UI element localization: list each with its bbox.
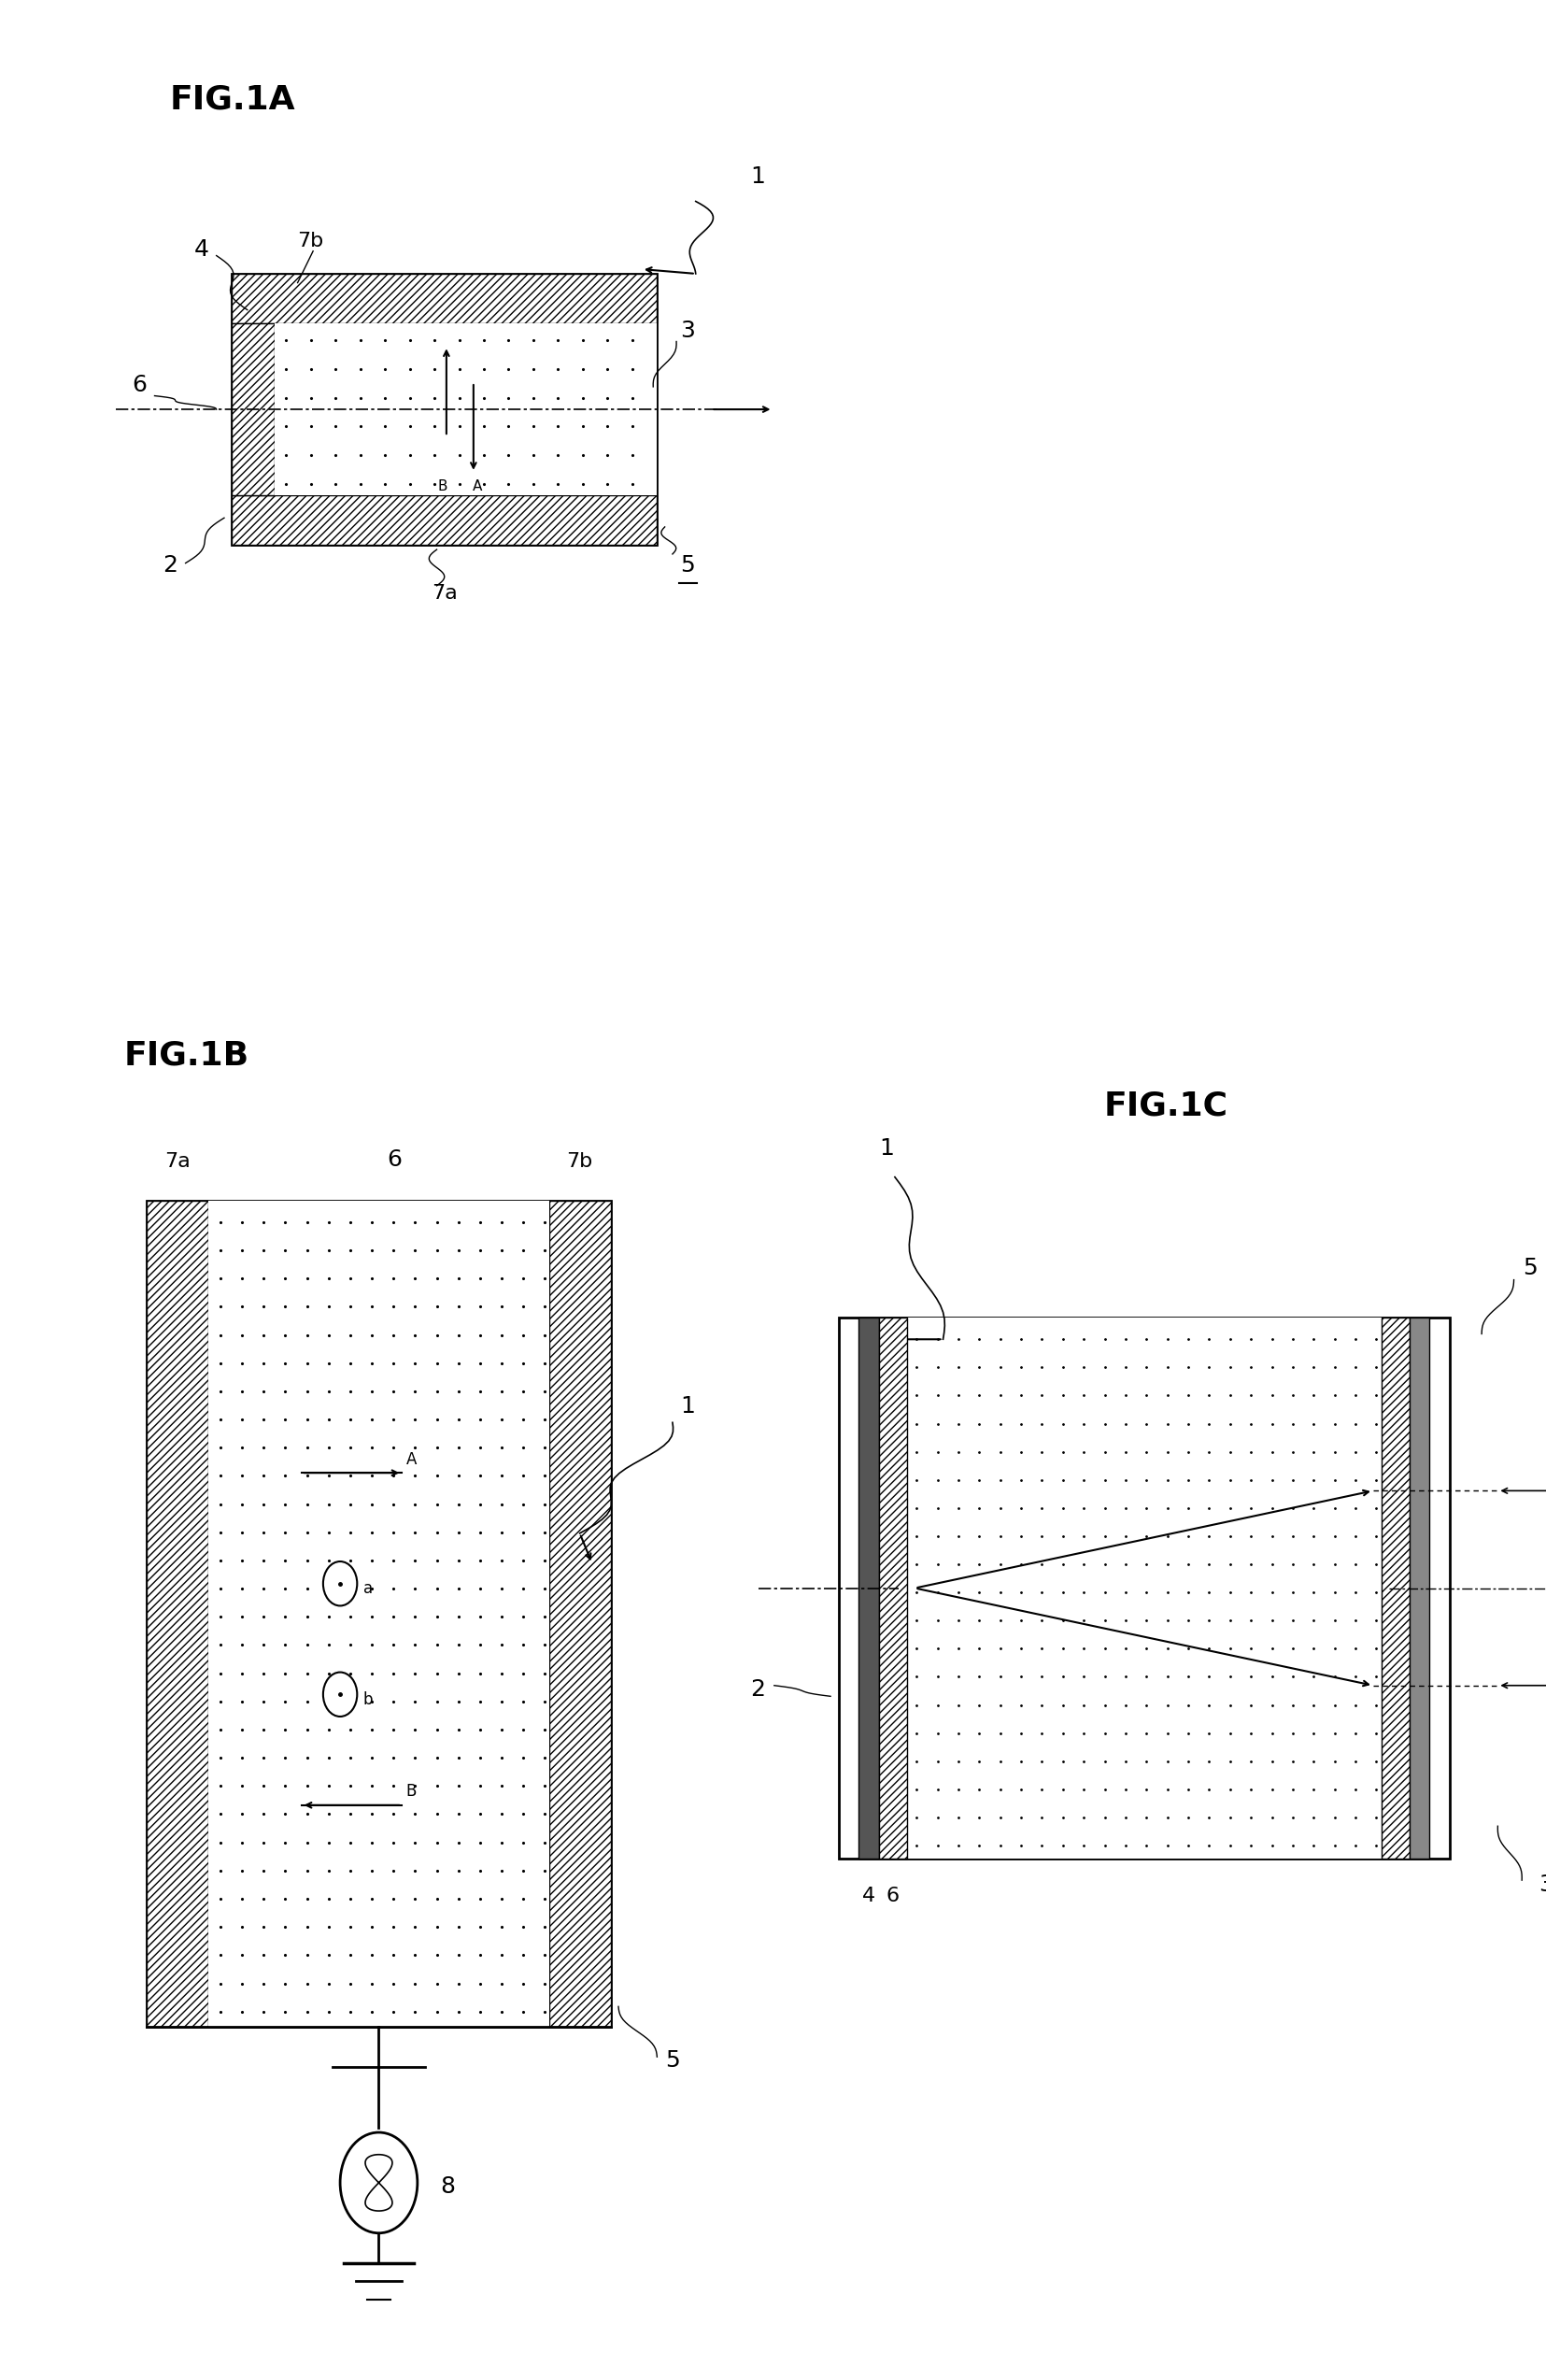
Text: 2: 2 [162,555,178,576]
Text: 5: 5 [665,2049,680,2071]
Text: FIG.1B: FIG.1B [124,1040,249,1071]
Bar [275,324,657,495]
Text: 1: 1 [680,1395,696,1416]
Text: B: B [438,478,447,493]
Bar [1381,1319,1410,1859]
Bar [908,1319,1381,1859]
Circle shape [340,2132,417,2232]
Bar [878,1319,908,1859]
Text: 7a: 7a [431,585,458,602]
Bar [232,324,275,495]
Text: b: b [363,1692,373,1709]
Text: 7b: 7b [297,231,325,250]
Bar [209,1202,549,2028]
Bar [232,274,657,545]
Bar [838,1319,1450,1859]
Text: A: A [405,1452,416,1468]
Bar [549,1202,611,2028]
Text: 1: 1 [750,167,765,188]
Text: 6: 6 [886,1887,900,1906]
Text: A: A [473,478,482,493]
Bar [147,1202,209,2028]
Text: 6: 6 [131,374,147,395]
Text: 5: 5 [1523,1257,1537,1278]
Text: 4: 4 [193,238,209,259]
Text: 6: 6 [386,1150,402,1171]
Text: 3: 3 [680,319,696,343]
Text: 7a: 7a [165,1152,190,1171]
Text: FIG.1A: FIG.1A [170,83,295,117]
Text: 5: 5 [680,555,696,576]
Circle shape [323,1561,357,1607]
Bar [858,1319,878,1859]
Text: 8: 8 [441,2175,456,2197]
Text: 4: 4 [863,1887,875,1906]
Text: 1: 1 [880,1138,894,1159]
Text: 3: 3 [1538,1873,1546,1897]
Bar [232,495,657,545]
Bar [1410,1319,1430,1859]
Text: FIG.1C: FIG.1C [1104,1090,1228,1123]
Bar [232,274,657,324]
Text: 7b: 7b [566,1152,594,1171]
Text: 2: 2 [751,1678,765,1702]
Text: B: B [405,1783,416,1799]
Bar [147,1202,611,2028]
Text: a: a [363,1580,373,1597]
Circle shape [323,1673,357,1716]
